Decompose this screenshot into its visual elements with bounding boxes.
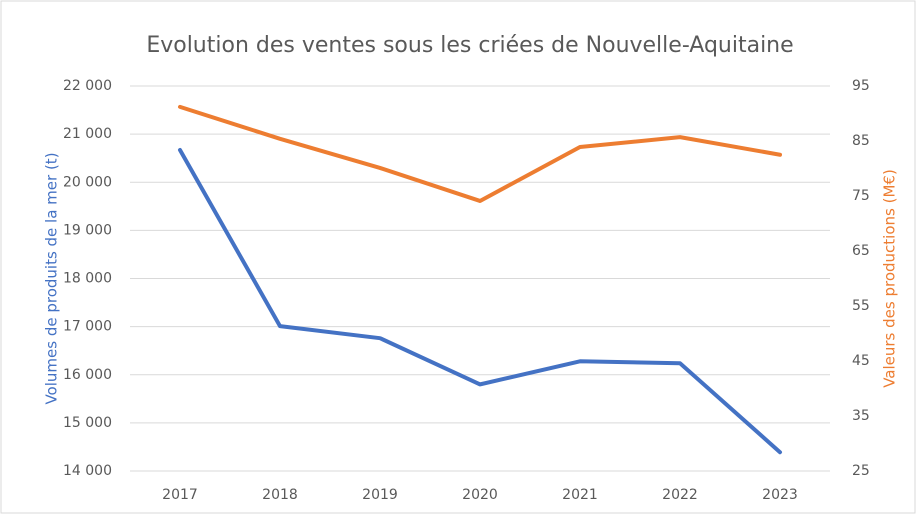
x-tick-label: 2021 [562,487,598,503]
x-tick-label: 2020 [462,487,498,503]
series-line [178,104,782,203]
y2-tick-label: 35 [852,408,870,424]
x-tick-label: 2018 [262,487,298,503]
chart-title: Evolution des ventes sous les criées de … [146,33,793,58]
y-tick-label: 22 000 [63,78,112,94]
y2-axis-title: Valeurs des productions (M€) [881,169,899,388]
y-tick-label: 17 000 [63,319,112,335]
x-tick-label: 2019 [362,487,398,503]
y2-tick-label: 25 [852,463,870,479]
y-axis-title: Volumes de produits de la mer (t) [43,152,61,404]
x-tick-label: 2022 [662,487,698,503]
x-tick-label: 2017 [162,487,198,503]
y-tick-label: 14 000 [63,463,112,479]
y2-tick-label: 45 [852,353,870,369]
y-tick-label: 15 000 [63,415,112,431]
y2-tick-label: 55 [852,298,870,314]
y2-tick-label: 85 [852,133,870,149]
series-line [178,148,782,455]
x-tick-label: 2023 [762,487,798,503]
y-tick-label: 18 000 [63,271,112,287]
y-tick-label: 16 000 [63,367,112,383]
y2-tick-label: 95 [852,78,870,94]
y-tick-label: 19 000 [63,222,112,238]
y-tick-label: 21 000 [63,126,112,142]
y-tick-label: 20 000 [63,174,112,190]
y2-tick-label: 65 [852,243,870,259]
y2-tick-label: 75 [852,188,870,204]
